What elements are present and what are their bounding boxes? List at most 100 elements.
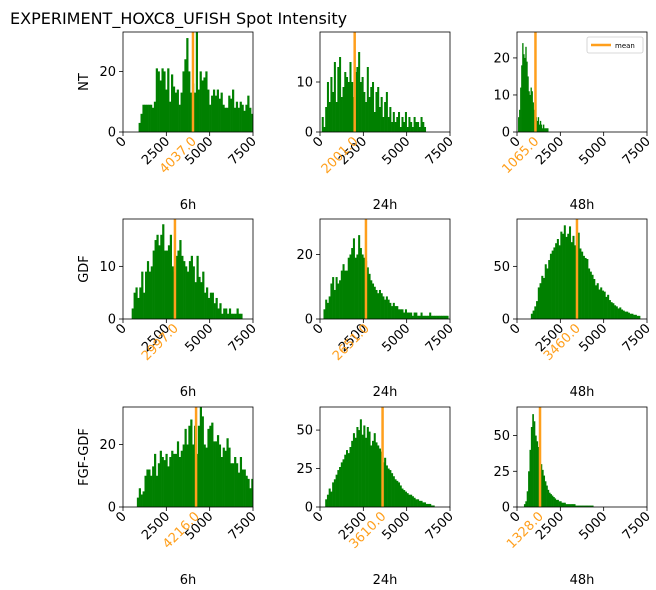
histogram-bar — [530, 427, 533, 507]
histogram-bar — [593, 279, 596, 319]
histogram-bar — [539, 283, 542, 319]
axes-frame — [516, 31, 648, 133]
histogram-bar — [192, 444, 195, 507]
histogram-bar — [202, 271, 205, 319]
histogram-bar — [387, 299, 390, 319]
histogram-bar — [536, 301, 539, 319]
histogram-bar — [197, 425, 201, 507]
histogram-bar — [188, 425, 191, 507]
histogram-bar — [558, 501, 561, 507]
histogram-bar — [558, 245, 561, 319]
histogram-bar — [370, 87, 373, 132]
histogram-bar — [574, 245, 577, 319]
histogram-bar — [212, 89, 216, 132]
histogram-bar — [370, 280, 373, 319]
x-tick-label: 5000 — [379, 509, 413, 543]
histogram-bar — [159, 450, 162, 507]
histogram-bar — [406, 127, 409, 132]
histogram-bar — [537, 287, 540, 319]
column-label: 6h — [180, 573, 197, 588]
histogram-bar — [234, 457, 237, 507]
y-tick-label: 20 — [99, 438, 116, 453]
histogram-bar — [186, 444, 189, 507]
histogram-bar — [164, 250, 167, 319]
histogram-bar — [214, 95, 218, 132]
histogram-bar — [201, 416, 204, 507]
histogram-bar — [577, 232, 580, 319]
histogram-bar — [195, 32, 199, 132]
histogram-bar — [420, 500, 423, 507]
histogram-bar — [235, 101, 239, 132]
histogram-bar — [415, 499, 418, 507]
histogram-bar — [578, 505, 580, 507]
histogram-bar — [339, 467, 342, 507]
histogram-bar — [226, 438, 229, 507]
histogram-bar — [382, 296, 385, 319]
histogram-bar — [535, 435, 537, 507]
histogram-bar — [165, 453, 168, 507]
histogram-bar — [176, 441, 180, 507]
histogram-bar — [537, 117, 540, 132]
histogram-bar — [523, 54, 525, 132]
histogram-bar — [551, 495, 554, 507]
histogram-bar — [368, 273, 371, 319]
histogram-bar — [413, 312, 416, 319]
y-tick-label: 20 — [493, 51, 510, 66]
histogram-bar — [186, 38, 189, 132]
histogram-bar — [146, 469, 149, 507]
histogram-bar — [144, 475, 147, 507]
histogram-bar — [566, 504, 569, 507]
histogram-bar — [427, 315, 430, 319]
row-label: NT — [77, 73, 92, 91]
histogram-bar — [154, 453, 157, 507]
histogram-bar — [387, 117, 390, 132]
histogram-bar — [190, 255, 193, 319]
histogram-bar — [579, 505, 582, 507]
histogram-bar — [351, 440, 354, 507]
histogram-bar — [167, 245, 171, 319]
histogram-bar — [372, 283, 375, 319]
histogram-bar — [207, 297, 211, 319]
histogram-bar — [363, 425, 366, 507]
histogram-bar — [354, 257, 357, 319]
histogram-bar — [220, 457, 223, 507]
histogram-bar — [190, 92, 193, 132]
histogram-bar — [434, 315, 437, 319]
histogram-bar — [236, 308, 239, 319]
histogram-bar — [605, 296, 608, 319]
histogram-bar — [333, 289, 336, 319]
histogram-bar — [529, 449, 532, 507]
histogram-bar — [225, 308, 228, 319]
histogram-bar — [528, 91, 530, 132]
histogram-bar — [133, 292, 136, 319]
histogram-bar — [180, 450, 183, 507]
histogram-bar — [230, 313, 234, 319]
histogram-bar — [354, 437, 357, 507]
histogram-bar — [203, 77, 206, 132]
histogram-bar — [204, 292, 207, 319]
histogram-bar — [233, 107, 237, 132]
histogram-bar — [398, 112, 401, 132]
histogram-bar — [148, 104, 151, 132]
histogram-bar — [337, 470, 340, 507]
histogram-bar — [206, 287, 209, 319]
histogram-bar — [230, 98, 233, 132]
histogram-bar — [349, 447, 352, 507]
histogram-bar — [408, 494, 411, 507]
histogram-bar — [375, 92, 378, 132]
histogram-bar — [211, 292, 214, 319]
histogram-bar — [399, 309, 402, 319]
histogram-bar — [573, 504, 576, 507]
histogram-bar — [520, 87, 522, 132]
histogram-bar — [138, 488, 141, 507]
histogram-bar — [372, 82, 375, 132]
histogram-bar — [576, 505, 579, 507]
histogram-bar — [425, 315, 428, 319]
histogram-bar — [321, 117, 324, 132]
histogram-bar — [387, 468, 390, 507]
histogram-bar — [335, 277, 338, 319]
histogram-bar — [380, 293, 383, 319]
histogram-bar — [137, 297, 140, 319]
column-label: 24h — [373, 573, 398, 588]
